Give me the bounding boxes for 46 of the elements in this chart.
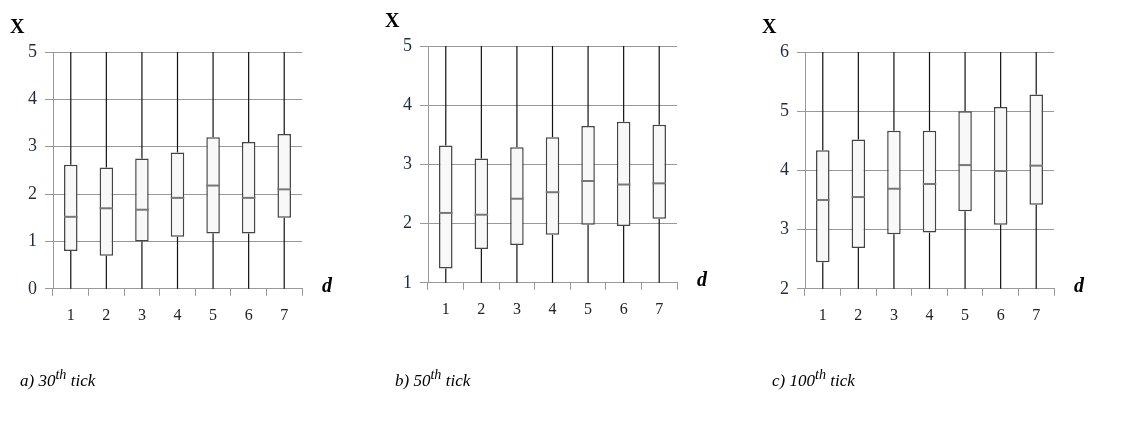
y-tick-label: 2 [780,277,789,298]
x-axis-title: d [322,273,333,296]
x-tick-label: 2 [854,305,863,323]
y-tick-label: 1 [403,271,412,292]
y-tick-label: 3 [403,153,412,174]
x-tick-label: 5 [209,305,218,323]
x-axis-title: d [697,267,708,290]
x-tick-label: 1 [818,305,827,323]
x-tick-label: 1 [66,305,75,323]
y-tick-label: 5 [28,40,37,61]
x-axis-title: d [1074,273,1085,296]
x-tick-label: 7 [1032,305,1041,323]
x-tick-label: 4 [548,299,557,317]
y-tick-label: 0 [28,277,37,298]
text: b) 50$^{th}$ tick [395,366,471,391]
y-axis-title: X [762,15,777,38]
x-tick-label: 3 [889,305,898,323]
y-tick-label: 2 [403,212,412,233]
x-tick-label: 3 [137,305,146,323]
x-tick-label: 7 [655,299,664,317]
text: a) 30$^{th}$ tick [20,366,96,391]
x-tick-label: 2 [477,299,486,317]
y-axis-title: X [385,9,400,32]
y-tick-label: 4 [780,159,789,180]
x-tick-label: 6 [244,305,253,323]
y-axis-title: X [10,15,25,38]
x-tick-label: 2 [102,305,111,323]
x-tick-label: 6 [996,305,1005,323]
y-tick-label: 1 [28,230,37,251]
x-tick-label: 6 [619,299,628,317]
y-tick-label: 5 [780,99,789,120]
y-tick-label: 3 [28,135,37,156]
x-tick-label: 1 [441,299,450,317]
x-tick-label: 4 [925,305,934,323]
x-tick-label: 3 [512,299,521,317]
text: c) 100$^{th}$ tick [772,366,855,391]
y-tick-label: 6 [780,40,789,61]
x-tick-label: 4 [173,305,182,323]
y-tick-label: 5 [403,34,412,55]
y-tick-label: 2 [28,182,37,203]
x-tick-label: 5 [961,305,970,323]
y-tick-label: 4 [403,93,412,114]
x-tick-label: 7 [280,305,289,323]
x-tick-label: 5 [584,299,593,317]
y-tick-label: 4 [28,88,37,109]
y-tick-label: 3 [780,218,789,239]
